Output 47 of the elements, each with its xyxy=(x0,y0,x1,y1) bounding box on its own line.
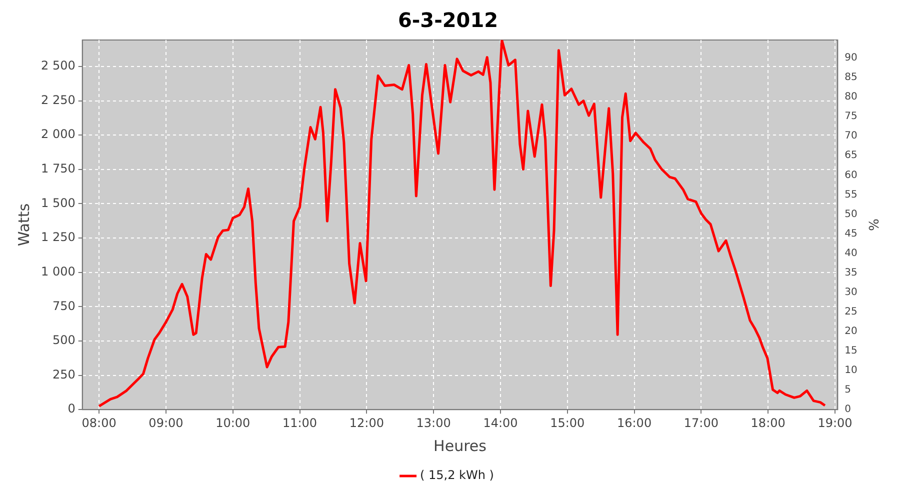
y2-tick-label: 90 xyxy=(844,52,858,64)
y-tick-label: 1 750 xyxy=(40,162,76,176)
y2-tick-label: 25 xyxy=(844,306,858,318)
x-tick-label: 10:00 xyxy=(216,416,250,430)
y-tick-label: 2 500 xyxy=(40,58,76,73)
y2-tick-label: 80 xyxy=(844,92,858,103)
y2-tick-label: 30 xyxy=(844,286,858,298)
x-tick-label: 15:00 xyxy=(550,416,585,430)
x-tick-label: 09:00 xyxy=(148,416,184,430)
y-axis-title: Watts xyxy=(14,203,33,246)
y2-tick-label: 75 xyxy=(844,111,858,122)
y-tick-label: 1 000 xyxy=(40,264,76,278)
y2-tick-label: 70 xyxy=(844,130,858,142)
x-tick-label: 17:00 xyxy=(684,416,718,430)
y2-tick-label: 40 xyxy=(844,248,858,259)
y2-tick-label: 65 xyxy=(844,150,858,162)
x-tick-label: 12:00 xyxy=(349,416,384,430)
x-tick-label: 08:00 xyxy=(82,416,116,430)
chart-title: 6-3-2012 xyxy=(398,8,498,32)
y2-axis-title: % xyxy=(864,218,880,231)
x-tick-label: 16:00 xyxy=(616,416,652,430)
y2-tick-label: 10 xyxy=(844,365,858,376)
y-tick-label: 1 250 xyxy=(40,230,76,244)
x-tick-label: 19:00 xyxy=(818,416,852,430)
y-tick-label: 250 xyxy=(52,367,76,382)
y-tick-label: 2 000 xyxy=(40,127,76,142)
y2-tick-label: 50 xyxy=(844,208,858,220)
y2-tick-label: 45 xyxy=(844,228,858,240)
y-tick-label: 500 xyxy=(52,333,76,348)
y2-tick-label: 0 xyxy=(844,404,852,416)
y2-tick-label: 5 xyxy=(844,384,852,396)
y2-tick-label: 55 xyxy=(844,189,858,200)
y2-tick-label: 20 xyxy=(844,326,858,338)
y-tick-label: 1 500 xyxy=(40,196,76,210)
y2-tick-label: 35 xyxy=(844,267,858,278)
legend-label: ( 15,2 kWh ) xyxy=(420,468,494,482)
x-tick-label: 14:00 xyxy=(483,416,518,430)
y-tick-label: 0 xyxy=(68,402,76,416)
y2-tick-label: 85 xyxy=(844,72,858,84)
x-tick-label: 13:00 xyxy=(416,416,451,430)
x-tick-label: 18:00 xyxy=(750,416,786,430)
x-axis-title: Heures xyxy=(434,436,487,455)
x-tick-label: 11:00 xyxy=(282,416,318,430)
y2-tick-label: 15 xyxy=(844,346,858,357)
y-tick-label: 750 xyxy=(52,298,76,313)
y-tick-label: 2 250 xyxy=(40,92,76,107)
y2-tick-label: 60 xyxy=(844,170,858,181)
